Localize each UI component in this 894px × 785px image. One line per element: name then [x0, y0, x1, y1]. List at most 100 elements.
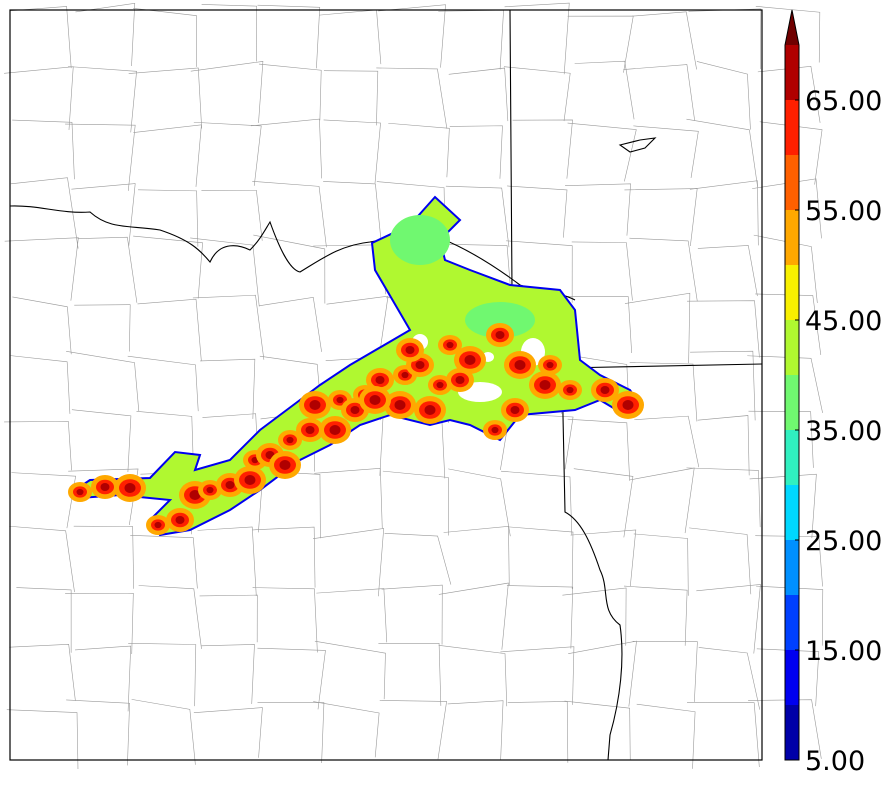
colorbar-bin [785, 375, 799, 430]
county-line [136, 411, 194, 468]
county-line [573, 468, 634, 538]
cell-peak [566, 386, 574, 394]
county-line [201, 4, 257, 62]
colorbar-tick-label: 45.00 [805, 306, 882, 337]
county-line [323, 70, 379, 126]
county-line [624, 188, 698, 247]
county-line [438, 645, 508, 707]
county-line [252, 587, 318, 653]
cell-peak [455, 375, 465, 385]
county-line [4, 421, 72, 471]
county-line [11, 472, 76, 529]
county-line [448, 468, 511, 537]
cell-peak [206, 486, 214, 494]
county-line [65, 593, 134, 655]
cell-peak [305, 425, 315, 435]
cell-peak [375, 375, 385, 385]
county-line [686, 118, 758, 187]
county-line [504, 2, 570, 75]
county-line [378, 4, 446, 68]
county-line [382, 470, 449, 536]
county-line [193, 707, 263, 758]
cell-peak [350, 405, 360, 415]
county-line [633, 125, 699, 178]
county-line [201, 644, 255, 704]
county-line [199, 594, 258, 643]
county-line [759, 121, 823, 185]
county-line [10, 177, 79, 249]
county-line [12, 119, 75, 180]
county-line [127, 355, 199, 412]
colorbar-bin [785, 100, 799, 155]
cell-peak [446, 341, 454, 349]
county-line [447, 700, 504, 760]
colorbar-bin [785, 595, 799, 650]
county-line [564, 296, 632, 354]
county-line [500, 646, 575, 705]
county-line [326, 295, 389, 357]
cell-peak [225, 480, 235, 490]
county-line [66, 350, 140, 412]
county-line [696, 584, 761, 654]
county-line [201, 189, 263, 241]
county-line [323, 119, 381, 184]
cell-peak [436, 381, 444, 389]
cell-peak [514, 360, 526, 370]
county-line [688, 8, 762, 70]
cell-peak [495, 330, 505, 340]
county-line [438, 9, 504, 70]
county-line [689, 180, 759, 246]
county-line [250, 118, 322, 179]
colorbar-bin [785, 650, 799, 705]
county-line [507, 701, 569, 763]
county-line [316, 588, 388, 643]
county-line [130, 535, 198, 589]
colorbar-tick-label: 15.00 [805, 636, 882, 667]
county-line [253, 234, 326, 304]
county-line [137, 298, 202, 362]
county-line [257, 702, 325, 764]
county-line [384, 533, 452, 585]
county-line [133, 235, 203, 299]
county-line [258, 63, 322, 121]
county-line [67, 66, 137, 133]
county-line [629, 467, 695, 534]
county-line [313, 528, 385, 597]
county-line [4, 237, 79, 301]
county-line [689, 527, 752, 595]
county-line [10, 355, 71, 414]
county-line [128, 67, 202, 129]
county-line [252, 180, 327, 248]
county-line [623, 585, 688, 646]
county-line [755, 535, 823, 587]
colorbar-bin [785, 430, 799, 485]
county-line [197, 526, 257, 596]
county-line [500, 470, 573, 536]
county-line [252, 526, 316, 588]
county-line [624, 292, 691, 364]
county-line [749, 473, 817, 539]
colorbar-bin [785, 45, 799, 100]
county-line [133, 7, 197, 67]
county-line [71, 183, 136, 247]
colorbar-bin [785, 485, 799, 540]
county-line [379, 700, 447, 760]
county-line [565, 183, 631, 236]
county-line [192, 294, 265, 360]
cell-peak [424, 405, 436, 415]
cell-peak [491, 426, 499, 434]
county-line [71, 409, 132, 472]
county-line [445, 185, 510, 248]
colorbar-bin [785, 210, 799, 265]
county-line [562, 587, 627, 646]
county-line [438, 582, 509, 650]
county-line [753, 234, 818, 303]
county-line [378, 643, 442, 706]
cell-peak [124, 483, 136, 493]
county-line [568, 640, 637, 707]
county-line [258, 296, 322, 352]
county-line [66, 699, 130, 766]
colorbar-tick-label: 25.00 [805, 526, 882, 557]
county-line [200, 358, 256, 419]
